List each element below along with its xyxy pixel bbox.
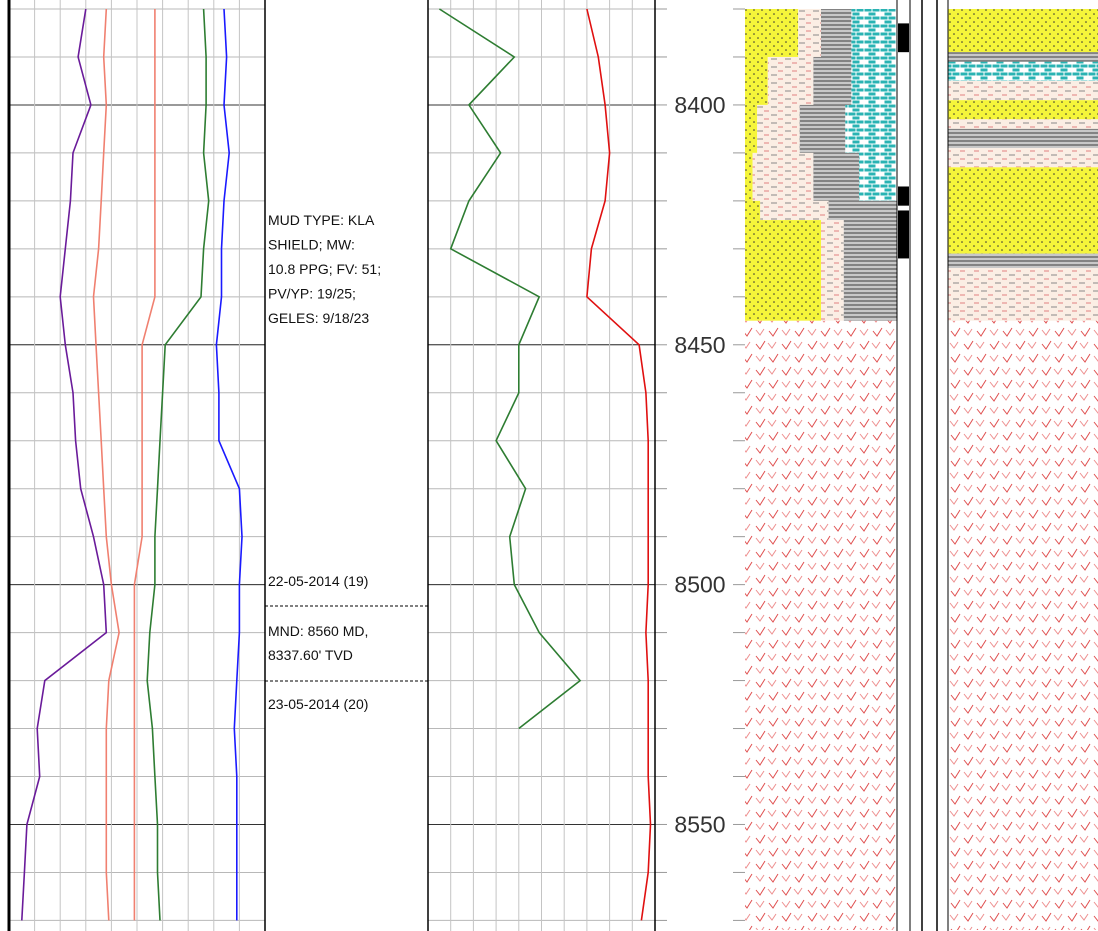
lithology-percent: [845, 104, 897, 153]
mnd-note: 8337.60' TVD: [268, 647, 353, 663]
lithology-percent: [813, 152, 859, 201]
lithology-percent: [745, 104, 758, 153]
depth-label: 8400: [674, 92, 725, 118]
marker-bar: [898, 210, 909, 259]
depth-label: 8450: [674, 332, 725, 358]
log-curve: [92, 8, 120, 921]
lithology-percent: [859, 152, 897, 201]
lithology-percent: [760, 200, 829, 221]
lithology-interval: [948, 215, 1098, 254]
lithology: [745, 9, 1098, 930]
log-curve: [215, 8, 243, 921]
lithology-percent: [752, 152, 814, 201]
lithology-interval: [948, 148, 1098, 168]
mud-note: 10.8 PPG; FV: 51;: [268, 261, 381, 277]
lithology-percent: [745, 220, 821, 321]
grid: [8, 0, 745, 931]
mud-note: PV/YP: 19/25;: [268, 286, 356, 302]
log-curve: [146, 8, 210, 921]
log-curve: [438, 8, 582, 730]
log-curve: [133, 9, 156, 921]
lithology-interval: [948, 80, 1098, 101]
log-curve: [21, 8, 108, 921]
lithology-percent: [821, 9, 852, 57]
lithology-percent: [798, 9, 821, 57]
lithology-percent: [745, 9, 799, 57]
lithology-interval: [948, 167, 1098, 216]
lithology-interval: [948, 61, 1098, 81]
log-curve: [586, 8, 652, 921]
date-note: 23-05-2014 (20): [268, 696, 368, 712]
lithology-percent: [813, 56, 852, 105]
lithology-percent: [767, 56, 814, 105]
lithology-percent: [757, 104, 800, 153]
curves: [21, 8, 652, 921]
marker-bar: [898, 186, 909, 206]
mud-note: GELES: 9/18/23: [268, 310, 369, 326]
lithology-interval: [948, 253, 1098, 269]
lithology-percent: [851, 9, 897, 57]
mnd-note: MND: 8560 MD,: [268, 623, 368, 639]
lithology-percent: [799, 104, 846, 153]
depth-label: 8550: [674, 811, 725, 837]
lithology-interval: [948, 128, 1098, 149]
lithology-interval: [948, 52, 1098, 62]
lithology-percent: [745, 152, 753, 201]
lithology-percent: [843, 220, 897, 321]
lithology-percent: [745, 200, 761, 221]
lithology-percent: [828, 200, 897, 221]
frame: [7, 0, 949, 931]
lithology-interval: [948, 320, 1098, 930]
lithology-percent: [745, 56, 768, 105]
mud-note: SHIELD; MW:: [268, 237, 355, 253]
lithology-interval: [948, 119, 1098, 129]
lithology-percent: [745, 320, 897, 930]
mud-note: MUD TYPE: KLA: [268, 212, 375, 228]
depth-label: 8500: [674, 572, 725, 598]
lithology-percent: [821, 220, 844, 321]
date-note: 22-05-2014 (19): [268, 573, 368, 589]
lithology-percent: [851, 56, 897, 105]
lithology-interval: [948, 268, 1098, 321]
lithology-interval: [948, 100, 1098, 120]
marker-bar: [898, 23, 909, 53]
lithology-interval: [948, 9, 1098, 53]
annotations: 8400 8450 8500 8550 MUD TYPE: KLA SHIELD; MW:…: [268, 92, 726, 838]
